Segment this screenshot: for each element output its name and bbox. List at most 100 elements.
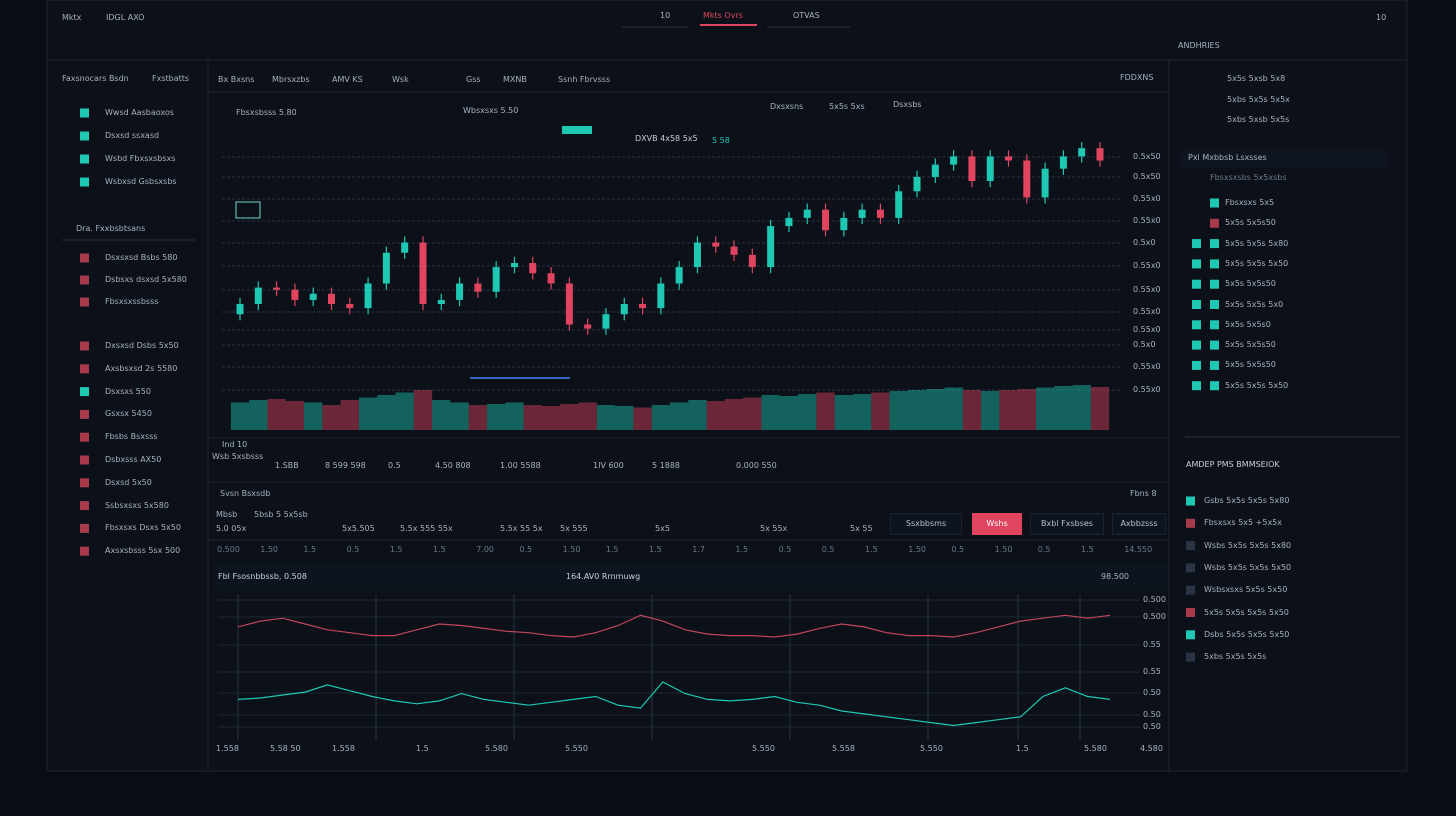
candle-body bbox=[950, 156, 958, 165]
label: 164.AV0 Rrnmuwg bbox=[566, 572, 641, 581]
icon bbox=[1210, 360, 1219, 370]
volume-bar bbox=[1054, 386, 1073, 430]
label: 1.00 5588 bbox=[500, 461, 541, 470]
label: Mktx bbox=[62, 13, 82, 22]
label: Dsxsd 5x50 bbox=[105, 477, 152, 487]
candle-body bbox=[986, 156, 994, 181]
label: 0.55x0 bbox=[1133, 216, 1161, 225]
label: Ssbsxsxs 5x580 bbox=[105, 500, 169, 510]
icon bbox=[1186, 541, 1195, 551]
icon bbox=[1210, 300, 1219, 309]
button[interactable]: Axbbzsss bbox=[1112, 513, 1166, 535]
label: Gsxsx 5450 bbox=[105, 409, 152, 419]
button[interactable]: Wshs bbox=[972, 513, 1022, 535]
candle-body bbox=[876, 209, 884, 218]
label: 1.5 bbox=[649, 545, 662, 554]
candle-body bbox=[931, 164, 939, 177]
label: 98.500 bbox=[1101, 572, 1129, 581]
label: 5.58 50 bbox=[270, 744, 301, 753]
volume-bar bbox=[615, 406, 634, 430]
button[interactable]: Bxbl Fxsbses bbox=[1030, 513, 1104, 535]
label: Dra. Fxxbsbtsans bbox=[76, 224, 146, 233]
volume-bar bbox=[358, 397, 378, 430]
label: Dsbxsss AX50 bbox=[105, 455, 162, 464]
badge bbox=[562, 126, 592, 134]
label: 5x5 bbox=[655, 524, 670, 533]
icon bbox=[80, 478, 89, 488]
plot bbox=[80, 108, 1219, 727]
icon bbox=[1210, 198, 1219, 208]
series-line bbox=[237, 614, 1111, 638]
label: Fbsxsxs 5x5 bbox=[1225, 198, 1275, 207]
label: 1.50 bbox=[562, 545, 581, 554]
candle-body bbox=[858, 209, 866, 218]
label: Wsk bbox=[392, 75, 409, 84]
label: 1.5 bbox=[1016, 744, 1029, 753]
label: Dsxsxs 550 bbox=[105, 386, 151, 396]
candle-body bbox=[840, 217, 848, 231]
volume-bar bbox=[596, 405, 616, 430]
panel-header bbox=[214, 563, 1168, 591]
volume-bar bbox=[944, 387, 963, 430]
label: 0.55x0 bbox=[1133, 385, 1161, 394]
candle-body bbox=[675, 267, 683, 284]
label: Bx Bxsns bbox=[218, 75, 255, 84]
label: 1.7 bbox=[692, 545, 705, 554]
label: 0.5x0 bbox=[1133, 340, 1156, 349]
label: 0.5 bbox=[519, 545, 533, 554]
label: 14.550 bbox=[1124, 545, 1153, 554]
candle-body bbox=[1005, 156, 1013, 161]
label: 0.5 bbox=[951, 545, 965, 554]
volume-bar bbox=[450, 402, 469, 430]
candle-body bbox=[437, 299, 445, 304]
volume-bar bbox=[706, 401, 725, 430]
label: 0.500 bbox=[217, 545, 240, 554]
label: Ind 10 bbox=[222, 440, 248, 449]
label: Fbsxsxssbsss bbox=[105, 297, 159, 306]
volume-bar bbox=[798, 394, 817, 430]
button[interactable]: Ssxbbsms bbox=[890, 513, 962, 535]
label: 1.5 bbox=[389, 545, 403, 554]
icon bbox=[1192, 259, 1201, 269]
label: 0.55x0 bbox=[1133, 194, 1161, 203]
label: 1.50 bbox=[994, 545, 1013, 554]
label: 0.5x0 bbox=[1133, 238, 1156, 247]
label: 0.500 bbox=[1143, 595, 1166, 604]
label: Axsbsxsd 2s 5580 bbox=[105, 363, 178, 373]
candle-body bbox=[767, 226, 775, 268]
label: Wsbs 5x5s 5x5s 5x50 bbox=[1204, 562, 1292, 572]
label: 7.00 bbox=[476, 545, 494, 554]
label: Fbns 8 bbox=[1130, 489, 1157, 498]
volume-bar bbox=[999, 390, 1018, 430]
candle-body bbox=[602, 314, 610, 329]
crosshair-box bbox=[235, 201, 261, 219]
volume-bar bbox=[852, 394, 872, 430]
label: 1.558 bbox=[216, 744, 239, 753]
candle-body bbox=[1041, 168, 1049, 198]
label: 5 58 bbox=[712, 136, 730, 145]
label: 0.55x0 bbox=[1133, 285, 1161, 294]
volume-bar bbox=[688, 400, 707, 430]
candle-body bbox=[291, 289, 299, 300]
volume-bar bbox=[541, 406, 561, 430]
icon bbox=[1192, 340, 1201, 350]
candle-body bbox=[547, 273, 555, 284]
label: FDDXNS bbox=[1120, 73, 1154, 82]
icon bbox=[1186, 518, 1195, 528]
label: 4.50 808 bbox=[435, 461, 471, 470]
label: Dsxsd ssxasd bbox=[105, 131, 160, 140]
label: 8 599 598 bbox=[325, 461, 366, 470]
label: Fxstbatts bbox=[152, 74, 190, 83]
volume-bar bbox=[304, 402, 323, 430]
icon bbox=[80, 432, 89, 442]
label: 5.558 bbox=[832, 744, 855, 753]
candle-body bbox=[364, 283, 372, 309]
label: 5x 55x bbox=[760, 524, 788, 533]
icon bbox=[80, 364, 89, 374]
label: Dsxsxsd Bsbs 580 bbox=[105, 253, 178, 262]
candle-body bbox=[693, 242, 701, 268]
volume-bar bbox=[1017, 389, 1036, 430]
candle-body bbox=[712, 242, 720, 247]
volume-bar bbox=[413, 390, 433, 430]
label: Dsxsbs bbox=[893, 100, 922, 109]
